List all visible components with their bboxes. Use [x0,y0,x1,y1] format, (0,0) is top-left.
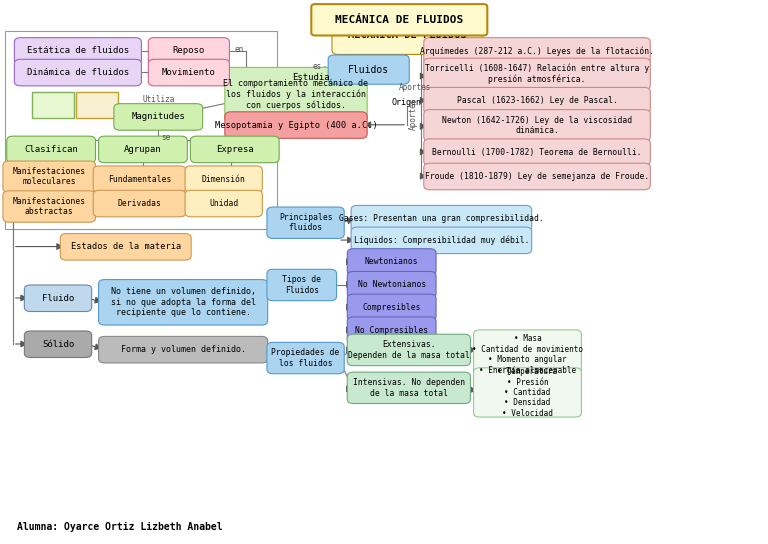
Text: • Temperatura
• Presión
• Cantidad
• Densidad
• Velocidad: • Temperatura • Presión • Cantidad • Den… [498,367,558,418]
FancyBboxPatch shape [98,280,268,325]
FancyBboxPatch shape [347,249,436,275]
FancyBboxPatch shape [61,233,191,260]
Text: Sólido: Sólido [42,340,74,349]
Text: Estática de fluidos: Estática de fluidos [27,46,129,55]
FancyBboxPatch shape [225,67,367,122]
Text: Mesopotamia y Egipto (400 a.C.): Mesopotamia y Egipto (400 a.C.) [214,121,377,129]
FancyBboxPatch shape [114,104,203,130]
FancyBboxPatch shape [351,227,531,254]
FancyBboxPatch shape [185,190,263,217]
Text: Unidad: Unidad [209,199,238,208]
Text: Origen: Origen [392,98,422,107]
Text: Fundamentales: Fundamentales [108,175,171,184]
Text: Intensivas. No dependen
de la masa total: Intensivas. No dependen de la masa total [353,378,465,398]
Text: Manifestaciones
abstractas: Manifestaciones abstractas [12,197,86,216]
Text: se: se [161,133,170,142]
FancyBboxPatch shape [424,110,650,141]
FancyBboxPatch shape [148,59,230,86]
FancyBboxPatch shape [267,342,344,374]
FancyBboxPatch shape [93,166,186,193]
Text: Utiliza: Utiliza [142,95,174,104]
FancyBboxPatch shape [424,139,650,165]
FancyBboxPatch shape [424,88,650,114]
FancyBboxPatch shape [148,38,230,64]
Text: Dimensión: Dimensión [202,175,246,184]
FancyBboxPatch shape [332,16,482,54]
Text: Aportes: Aportes [409,97,418,129]
FancyBboxPatch shape [474,368,581,417]
Text: es: es [313,63,322,71]
Text: Arquímedes (287-212 a.C.) Leyes de la flotación.: Arquímedes (287-212 a.C.) Leyes de la fl… [420,46,654,55]
FancyBboxPatch shape [25,285,91,312]
FancyBboxPatch shape [347,372,471,404]
FancyBboxPatch shape [3,191,95,222]
Text: Pascal (1623-1662) Ley de Pascal.: Pascal (1623-1662) Ley de Pascal. [457,96,617,105]
Text: No tiene un volumen definido,
si no que adopta la forma del
recipiente que lo co: No tiene un volumen definido, si no que … [111,287,256,317]
Text: Froude (1810-1879) Ley de semejanza de Froude.: Froude (1810-1879) Ley de semejanza de F… [425,172,649,181]
Text: MECÁNICA DE FLUIDOS: MECÁNICA DE FLUIDOS [348,30,466,40]
Text: Newton (1642-1726) Ley de la viscosidad
dinámica.: Newton (1642-1726) Ley de la viscosidad … [442,116,632,135]
FancyBboxPatch shape [424,58,650,90]
Text: MECÁNICA DE FLUIDOS: MECÁNICA DE FLUIDOS [335,15,463,25]
Text: Principales
fluidos: Principales fluidos [279,213,333,232]
Text: Fluido: Fluido [42,294,74,303]
FancyBboxPatch shape [15,59,141,86]
Text: Agrupan: Agrupan [124,145,162,154]
FancyBboxPatch shape [424,163,650,190]
Text: Dinámica de fluidos: Dinámica de fluidos [27,68,129,77]
Text: Fluidos: Fluidos [348,65,389,75]
Text: Estados de la materia: Estados de la materia [71,242,180,251]
FancyBboxPatch shape [328,55,409,84]
FancyBboxPatch shape [3,161,95,193]
Text: Estudia: Estudia [293,73,330,82]
FancyBboxPatch shape [267,269,336,301]
Text: • Masa
• Cantidad de movimiento
• Momento angular
• Energía almacenable: • Masa • Cantidad de movimiento • Moment… [472,335,583,375]
Text: Extensivas.
Dependen de la masa total: Extensivas. Dependen de la masa total [348,340,470,360]
FancyBboxPatch shape [25,331,91,357]
Text: Clasifican: Clasifican [25,145,78,154]
FancyBboxPatch shape [7,136,95,163]
Text: Aportes: Aportes [399,83,431,92]
Text: Manifestaciones
moleculares: Manifestaciones moleculares [12,167,86,187]
Text: No Compresibles: No Compresibles [355,326,429,335]
FancyBboxPatch shape [347,271,436,298]
Text: Newtonianos: Newtonianos [365,257,419,267]
Text: Reposo: Reposo [173,46,205,55]
Text: Magnitudes: Magnitudes [131,113,185,121]
FancyBboxPatch shape [185,166,263,193]
FancyBboxPatch shape [424,38,650,64]
FancyBboxPatch shape [98,336,268,363]
Text: Propiedades de
los fluidos: Propiedades de los fluidos [271,348,339,368]
Text: Bernoulli (1700-1782) Teorema de Bernoulli.: Bernoulli (1700-1782) Teorema de Bernoul… [432,147,642,157]
Text: Torricelli (1608-1647) Relación entre altura y
presión atmosférica.: Torricelli (1608-1647) Relación entre al… [425,64,649,84]
Text: Líquidos: Compresibilidad muy débil.: Líquidos: Compresibilidad muy débil. [353,236,529,245]
FancyBboxPatch shape [347,294,436,321]
Text: Derivadas: Derivadas [118,199,161,208]
Text: Tipos de
Fluidos: Tipos de Fluidos [282,275,321,295]
FancyBboxPatch shape [15,38,141,64]
FancyBboxPatch shape [225,112,367,138]
Text: No Newtonianos: No Newtonianos [358,280,425,289]
Text: Expresa: Expresa [216,145,253,154]
Text: Movimiento: Movimiento [162,68,216,77]
FancyBboxPatch shape [93,190,186,217]
FancyBboxPatch shape [474,330,581,379]
Text: Alumna: Oyarce Ortiz Lizbeth Anabel: Alumna: Oyarce Ortiz Lizbeth Anabel [17,522,222,532]
Text: Compresibles: Compresibles [362,303,421,312]
FancyBboxPatch shape [76,92,118,118]
Text: Gases: Presentan una gran compresibilidad.: Gases: Presentan una gran compresibilida… [339,214,544,223]
FancyBboxPatch shape [311,4,488,35]
FancyBboxPatch shape [351,206,531,232]
Text: en: en [235,45,244,54]
FancyBboxPatch shape [32,92,74,118]
Text: Forma y volumen definido.: Forma y volumen definido. [121,345,246,354]
FancyBboxPatch shape [347,334,471,366]
Text: El comportamiento mecánico de
los fluidos y la interacción
con cuerpos sólidos.: El comportamiento mecánico de los fluido… [223,79,369,110]
FancyBboxPatch shape [190,136,279,163]
FancyBboxPatch shape [267,207,344,238]
FancyBboxPatch shape [98,136,187,163]
FancyBboxPatch shape [347,317,436,343]
